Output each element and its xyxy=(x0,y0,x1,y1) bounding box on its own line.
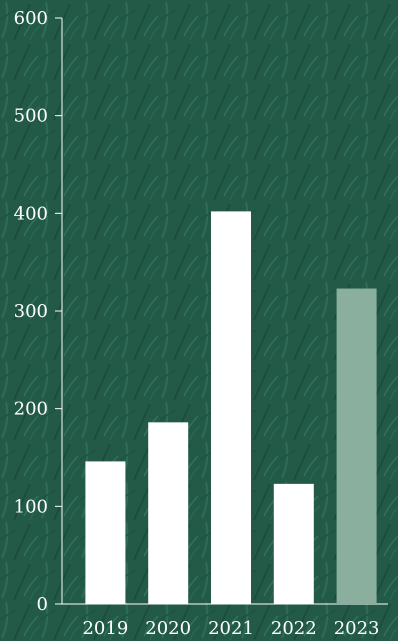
bar-2021 xyxy=(211,211,251,604)
x-tick-label: 2021 xyxy=(208,618,254,639)
y-tick-label: 600 xyxy=(14,8,48,29)
y-tick-label: 0 xyxy=(37,594,48,615)
y-tick-label: 100 xyxy=(14,496,48,517)
x-tick-label: 2023 xyxy=(334,618,380,639)
bar-2023 xyxy=(336,288,377,604)
bar-2019 xyxy=(85,461,126,604)
x-tick-label: 2022 xyxy=(271,618,317,639)
x-tick-label: 2019 xyxy=(82,618,128,639)
x-tick-label: 2020 xyxy=(145,618,191,639)
y-tick-label: 200 xyxy=(14,399,48,420)
y-tick-label: 500 xyxy=(14,106,48,127)
y-tick-label: 400 xyxy=(14,203,48,224)
labels-group: 0 100 200 300 400 500 600 2019 2020 2021 2022 2023 xyxy=(14,8,380,639)
bar-2022 xyxy=(273,483,314,604)
y-tick-label: 300 xyxy=(14,301,48,322)
bars-group xyxy=(85,211,377,604)
bar-2020 xyxy=(148,422,189,604)
